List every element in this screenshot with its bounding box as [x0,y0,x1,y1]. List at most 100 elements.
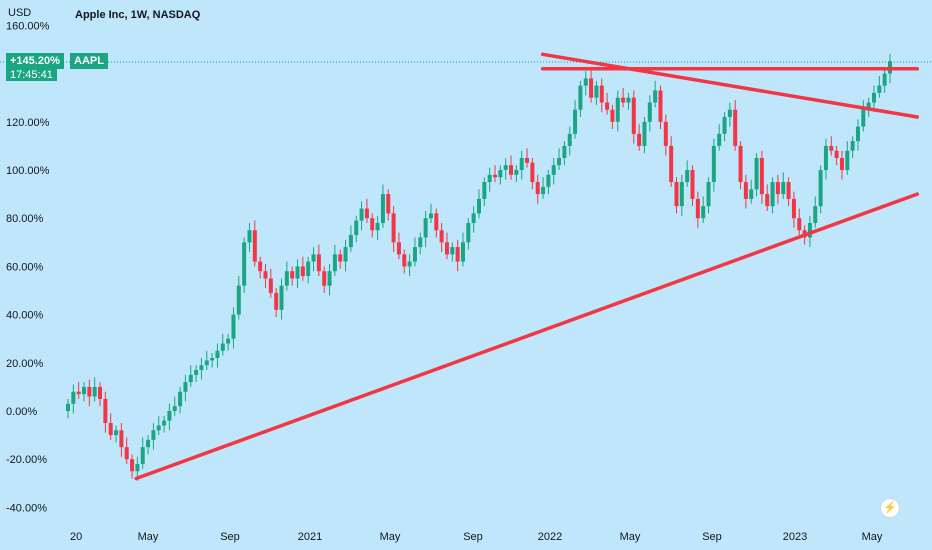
x-tick-label: 2022 [538,531,562,543]
candle-body [124,447,129,460]
candle-body [114,430,119,436]
y-tick-label: 60.00% [6,261,44,273]
candle-body [407,261,412,267]
trendline[interactable] [540,52,920,119]
candle-body [701,206,706,219]
candle-body [231,314,236,339]
candle-body [845,150,850,170]
candle-body [813,206,818,224]
x-tick-label: Sep [220,531,240,543]
candle-body [530,162,535,183]
candle-body [146,439,151,448]
candle-body [236,285,241,315]
lightning-icon[interactable]: ⚡ [880,498,900,518]
candle-body [722,116,727,134]
candle-body [797,218,802,231]
y-tick-label: -40.00% [6,502,47,514]
candle-body [364,208,369,219]
candle-body [685,170,690,183]
candle-body [370,218,375,231]
candle-body [290,271,295,279]
candle-body [258,261,263,272]
candle-body [343,247,348,262]
candle-body [396,242,401,255]
candle-body [434,213,439,231]
candle-body [450,247,455,255]
countdown-badge: 17:45:41 [6,69,57,81]
candle-body [615,97,620,122]
candle-body [610,109,615,122]
candle-body [642,121,647,146]
candle-body [674,182,679,207]
candle-body [210,357,215,361]
candle-body [637,133,642,146]
candle-body [194,370,199,375]
candle-body [711,145,716,183]
candle-body [791,198,796,219]
candle-body [839,157,844,170]
candle-body [316,254,321,272]
candle-body [386,194,391,214]
candle-body [509,165,514,175]
candle-body [226,338,231,344]
candle-body [460,242,465,262]
candle-body [557,157,562,166]
x-tick-label: May [862,531,883,543]
candle-body [519,157,524,170]
candle-body [487,174,492,183]
candle-body [669,145,674,183]
candle-body [605,102,610,110]
candle-body [162,420,167,426]
candle-body [743,182,748,199]
candle-body [204,360,209,366]
candle-body [477,198,481,214]
candle-body [807,223,812,238]
candle-body [749,189,754,199]
ticker-badge: AAPL [70,53,108,69]
candle-body [759,157,764,195]
candle-body [130,459,135,472]
candle-body [466,223,471,243]
candle-body [877,85,882,93]
candle-body [717,133,722,146]
candle-body [770,182,775,207]
candle-body [375,223,380,231]
candle-body [765,194,770,207]
candle-body [498,170,503,178]
candle-body [551,165,556,175]
candle-body [679,182,684,207]
candle-body [119,430,124,448]
candle-body [535,182,540,195]
candle-body [199,365,204,371]
candle-body [327,271,332,286]
candle-body [546,174,551,187]
x-tick-label: May [380,531,401,543]
candle-body [882,73,887,86]
candle-body [871,92,876,103]
x-tick-label: 2023 [783,531,807,543]
candle-body [76,391,81,395]
candle-body [98,386,103,399]
symbol-title[interactable]: Apple Inc, 1W, NASDAQ [75,9,201,21]
candle-body [525,157,530,163]
candle-body [268,278,273,293]
x-tick-label: May [620,531,641,543]
candle-body [567,133,572,146]
candle-body [834,150,839,158]
candle-body [514,170,519,175]
candle-body [444,242,449,255]
currency-label: USD [8,7,32,19]
x-tick-label: May [138,531,159,543]
candle-body [738,145,743,183]
candle-body [332,254,337,272]
candle-body [183,382,188,392]
candle-body [455,247,460,262]
y-tick-label: 160.00% [6,20,50,32]
trendline[interactable] [134,192,920,481]
candle-body [578,85,583,110]
candle-body [589,78,594,98]
candle-body [573,109,578,134]
candle-body [87,386,92,397]
